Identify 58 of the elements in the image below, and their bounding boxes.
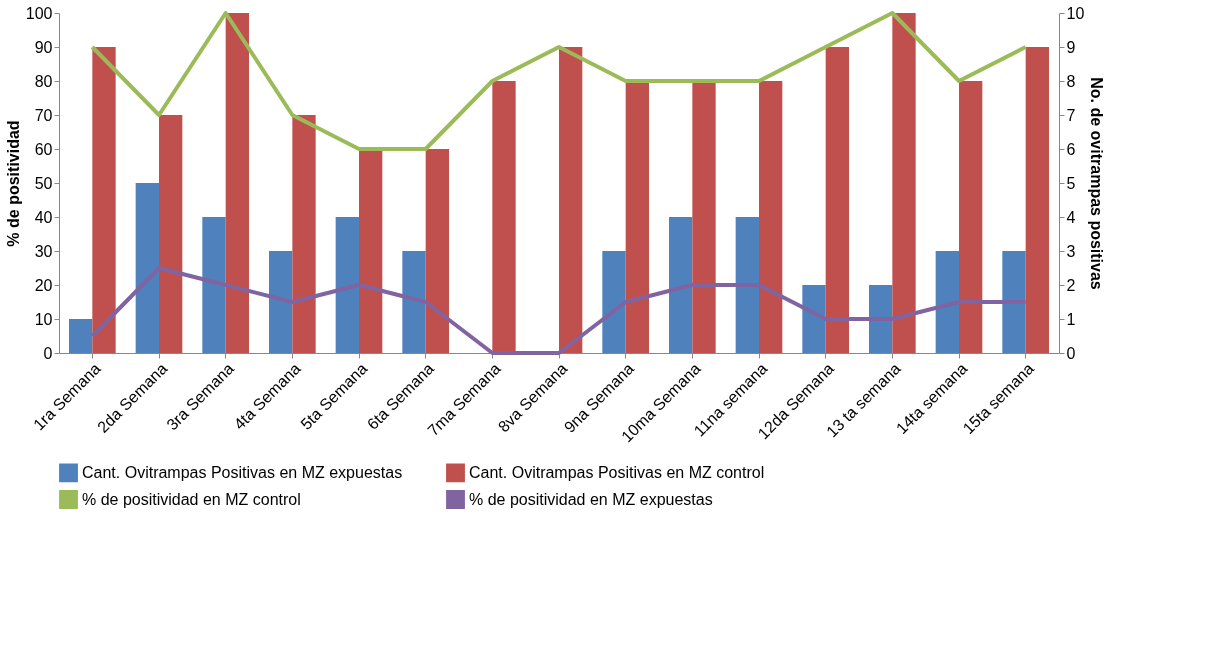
y2-tick-label: 9 xyxy=(1066,38,1076,56)
bar xyxy=(1002,251,1026,353)
y2-tick-label: 6 xyxy=(1066,140,1076,158)
bar xyxy=(759,81,783,353)
y2-tick-label: 3 xyxy=(1066,242,1076,260)
y2-tick-label: 2 xyxy=(1066,276,1076,294)
y-tick-label: 80 xyxy=(34,72,53,90)
y2-tick-label: 8 xyxy=(1066,72,1076,90)
y-tick-label: 0 xyxy=(43,344,53,362)
y-tick-label: 40 xyxy=(34,208,53,226)
y-tick-label: 90 xyxy=(34,38,53,56)
y-tick-label: 70 xyxy=(34,106,53,124)
y-tick-label: 10 xyxy=(34,310,53,328)
bar xyxy=(1025,47,1049,353)
bar xyxy=(202,217,226,353)
bar xyxy=(735,217,759,353)
legend-label: Cant. Ovitrampas Positivas en MZ control xyxy=(469,463,765,481)
bar xyxy=(335,217,359,353)
bar xyxy=(269,251,293,353)
bar xyxy=(625,81,649,353)
bar xyxy=(692,81,716,353)
bar xyxy=(225,13,249,353)
bar xyxy=(802,285,826,353)
y-tick-label: 60 xyxy=(34,140,53,158)
bar xyxy=(492,81,516,353)
bar xyxy=(559,47,583,353)
bar xyxy=(869,285,893,353)
y2-tick-label: 5 xyxy=(1066,174,1076,192)
bar xyxy=(135,183,159,353)
bar xyxy=(959,81,983,353)
y-axis-title: % de positividad xyxy=(4,120,22,247)
y-tick-label: 100 xyxy=(25,4,53,22)
bar xyxy=(159,115,183,353)
y-tick-label: 20 xyxy=(34,276,53,294)
y2-tick-label: 1 xyxy=(1066,310,1076,328)
y-tick-label: 30 xyxy=(34,242,53,260)
bar xyxy=(292,115,316,353)
y2-axis-title: No. de ovitrampas positivas xyxy=(1088,77,1106,290)
y2-tick-label: 0 xyxy=(1066,344,1076,362)
bar xyxy=(425,149,449,353)
legend-label: % de positividad en MZ control xyxy=(82,490,301,508)
legend-label: Cant. Ovitrampas Positivas en MZ expuestas xyxy=(82,463,403,481)
y2-tick-label: 10 xyxy=(1066,4,1085,22)
y-tick-label: 50 xyxy=(34,174,53,192)
y2-tick-label: 7 xyxy=(1066,106,1076,124)
y2-tick-label: 4 xyxy=(1066,208,1076,226)
bar xyxy=(669,217,693,353)
bar xyxy=(402,251,426,353)
bar xyxy=(359,149,383,353)
bar xyxy=(935,251,959,353)
bar xyxy=(825,47,849,353)
bar xyxy=(892,13,916,353)
legend-label: % de positividad en MZ expuestas xyxy=(469,490,713,508)
line-series xyxy=(90,266,1028,355)
bar xyxy=(602,251,626,353)
bar xyxy=(69,319,93,353)
line-series xyxy=(90,11,1028,151)
bar xyxy=(92,47,116,353)
